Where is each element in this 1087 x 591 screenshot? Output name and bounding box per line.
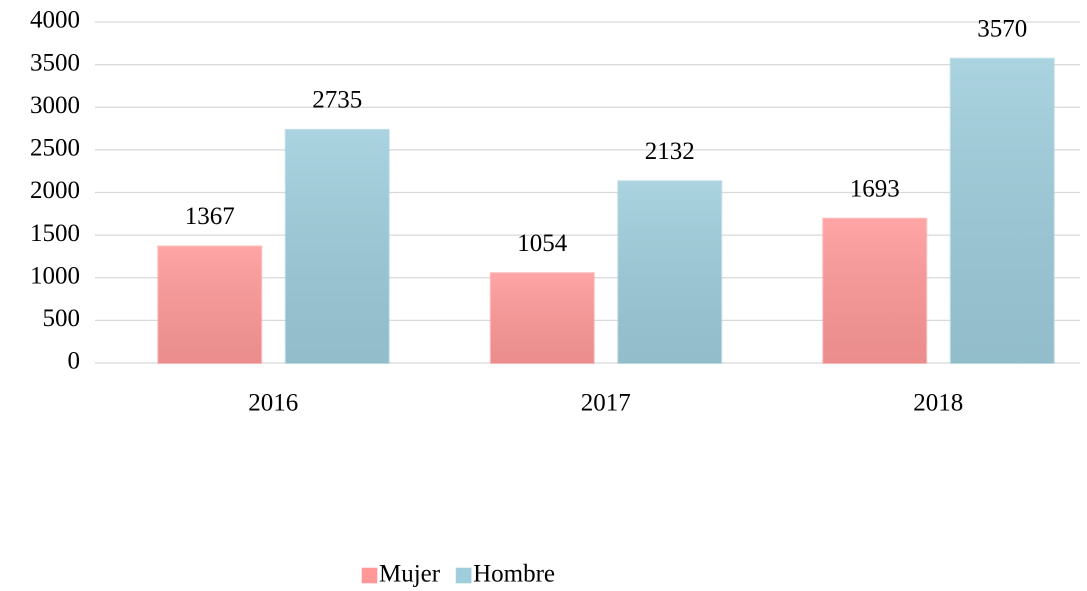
y-tick-label: 2500	[30, 135, 80, 162]
legend-swatch	[361, 567, 378, 584]
bar	[157, 245, 263, 365]
y-tick-label: 1000	[30, 262, 80, 289]
x-tick-label: 2018	[913, 390, 963, 417]
bar	[617, 180, 723, 364]
data-label: 1054	[517, 230, 568, 257]
data-label: 1693	[850, 175, 900, 202]
y-tick-label: 0	[68, 348, 81, 375]
data-label: 2735	[312, 87, 362, 114]
data-label: 1367	[185, 203, 235, 230]
bar	[284, 128, 390, 364]
y-tick-label: 1500	[30, 220, 80, 247]
bar	[822, 217, 928, 364]
y-tick-label: 500	[43, 305, 81, 332]
y-tick-label: 3500	[30, 49, 80, 76]
x-tick-label: 2017	[581, 390, 631, 417]
bar	[949, 57, 1055, 364]
data-label: 2132	[645, 138, 695, 165]
y-tick-label: 4000	[30, 7, 80, 34]
legend-swatch	[455, 567, 472, 584]
legend-label: Hombre	[473, 561, 555, 588]
bar	[489, 272, 595, 365]
x-tick-label: 2016	[248, 390, 298, 417]
legend-label: Mujer	[379, 561, 441, 588]
data-label: 3570	[977, 15, 1027, 42]
y-tick-label: 2000	[30, 177, 80, 204]
y-tick-label: 3000	[30, 92, 80, 119]
